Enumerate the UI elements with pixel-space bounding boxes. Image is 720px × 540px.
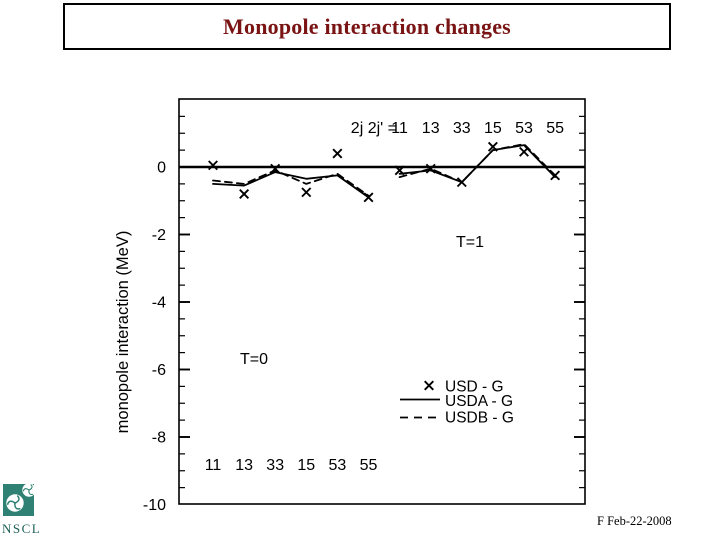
legend-x-marker-icon xyxy=(424,380,434,391)
series-usd-x-marker xyxy=(363,192,374,203)
series-usd-x-marker xyxy=(332,148,343,159)
series-usd-x-marker xyxy=(208,160,218,171)
top-axis-label: 33 xyxy=(453,120,471,137)
annotation-t1: T=1 xyxy=(456,234,484,251)
series-usda-solid-line xyxy=(398,144,556,184)
bottom-axis-label: 53 xyxy=(329,457,347,474)
footer-date: F Feb-22-2008 xyxy=(597,514,672,528)
y-tick-label: -4 xyxy=(152,295,166,312)
y-tick-label: -10 xyxy=(143,497,166,514)
series-usdb-dashed-line xyxy=(398,143,556,184)
bottom-axis-label: 13 xyxy=(235,457,253,474)
bottom-axis-label: 15 xyxy=(297,457,315,474)
y-axis-title: monopole interaction (MeV) xyxy=(114,231,132,434)
series-usd-x-marker xyxy=(487,141,498,152)
top-axis-label: 13 xyxy=(422,120,440,137)
y-tick-label: 0 xyxy=(157,160,166,177)
series-usd-x-marker xyxy=(456,177,467,188)
y-tick-label: -8 xyxy=(152,430,166,447)
series-usd-x-marker xyxy=(519,146,529,157)
legend-label-usda: USDA - G xyxy=(445,393,513,410)
bottom-axis-label: 33 xyxy=(266,457,284,474)
series-usd-x-marker xyxy=(270,163,281,174)
title-box: Monopole interaction changes xyxy=(63,3,671,50)
series-usdb-dashed-line xyxy=(212,169,370,197)
legend-label-usdb: USDB - G xyxy=(445,410,514,427)
series-usd-x-marker xyxy=(425,163,436,174)
series-usd-x-marker xyxy=(239,189,250,199)
top-axis-label: 11 xyxy=(391,120,408,137)
y-tick-label: -6 xyxy=(152,362,166,379)
chart-frame xyxy=(178,98,586,505)
bottom-axis-label: 11 xyxy=(205,457,222,474)
series-usda-solid-line xyxy=(212,171,370,199)
top-axis-label: 15 xyxy=(484,120,502,137)
logo-swirl-large-arms-icon xyxy=(6,495,21,510)
bottom-axis-label: 55 xyxy=(360,457,378,474)
top-axis-label: 53 xyxy=(515,120,533,137)
series-usd-x-marker xyxy=(550,170,561,181)
legend-label-usd: USD - G xyxy=(445,379,504,396)
top-axis-label: 55 xyxy=(546,120,564,137)
logo-label: NSCL xyxy=(2,521,42,536)
page-title: Monopole interaction changes xyxy=(223,13,511,39)
top-axis-prefix: 2j 2j' = xyxy=(351,120,397,137)
nscl-logo-icon xyxy=(3,483,36,516)
series-usd-x-marker xyxy=(301,187,312,198)
y-tick-label: -2 xyxy=(152,227,166,244)
annotation-t0: T=0 xyxy=(240,351,268,368)
series-usd-x-marker xyxy=(394,165,405,176)
nscl-logo: NSCL xyxy=(1,480,45,537)
logo-swirl-small-arms-icon xyxy=(22,484,34,496)
